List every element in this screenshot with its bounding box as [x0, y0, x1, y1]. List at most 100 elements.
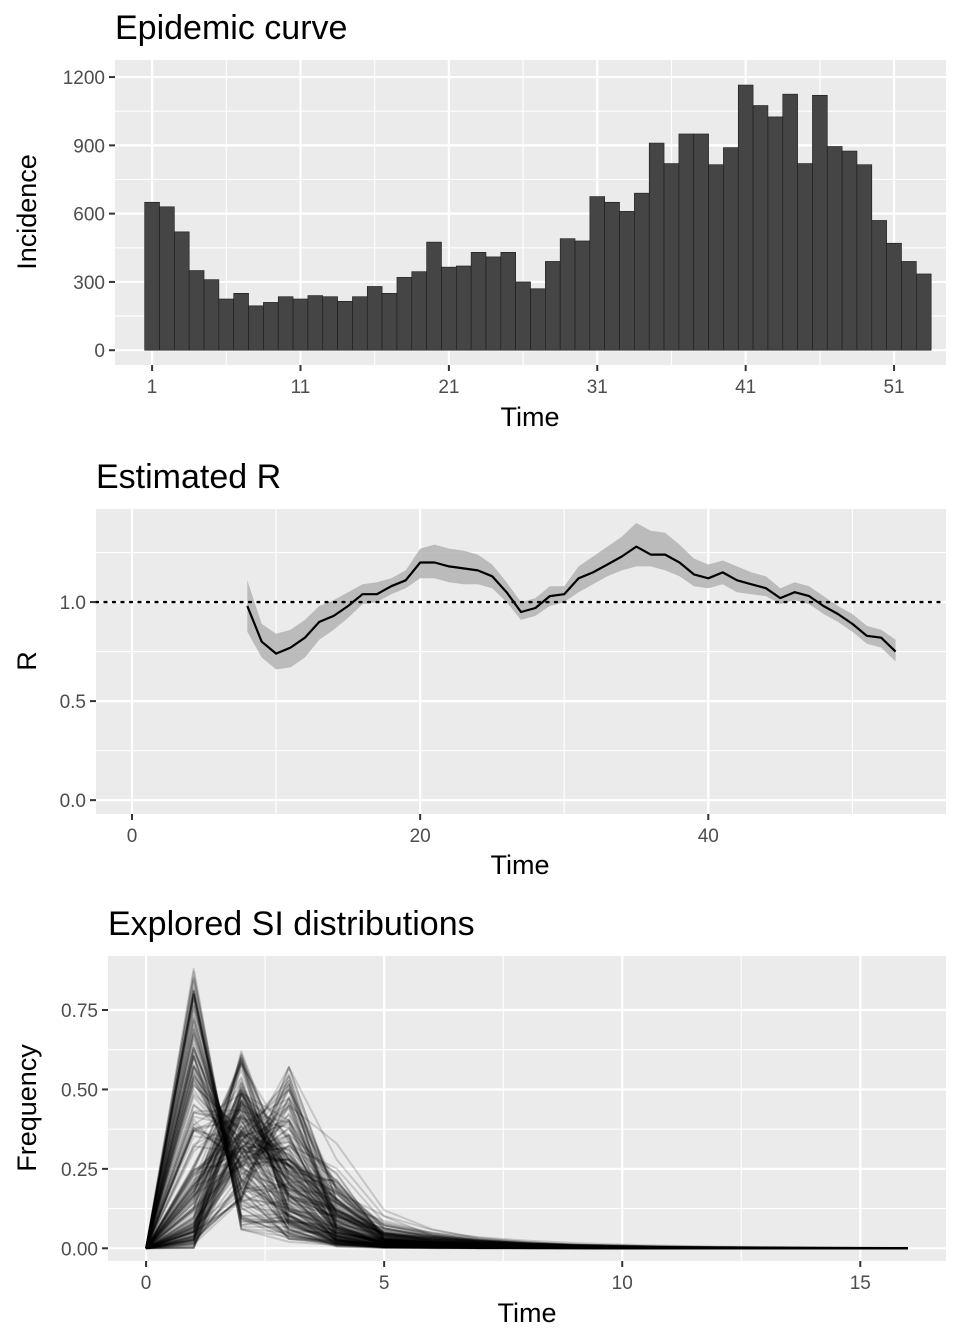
si-distribution-line: [145, 1025, 908, 1250]
y-tick-label: 900: [73, 136, 105, 157]
incidence-bar: [441, 266, 457, 351]
si-distribution-line: [145, 1131, 908, 1250]
si-distribution-line: [146, 1112, 908, 1250]
si-distribution-line: [145, 1125, 908, 1250]
si-distributions-lines: [145, 967, 908, 1250]
si-distribution-line: [145, 1099, 908, 1250]
si-distribution-line: [145, 1092, 908, 1250]
incidence-bar: [470, 252, 487, 351]
y-tick-label: 0.75: [61, 1001, 98, 1022]
si-distribution-line: [145, 1087, 908, 1250]
si-distribution-line: [145, 1110, 908, 1250]
si-distributions-title: Explored SI distributions: [108, 905, 475, 943]
si-distribution-line: [145, 1083, 908, 1250]
si-distribution-line: [145, 1018, 908, 1250]
si-distribution-line: [145, 1076, 908, 1250]
si-distribution-line: [145, 1129, 908, 1250]
y-tick-label: 300: [73, 273, 105, 294]
si-distribution-line: [145, 1097, 908, 1250]
si-distribution-line: [145, 1140, 908, 1250]
epidemic-curve-y-axis-title: Incidence: [12, 154, 42, 270]
si-distribution-line: [145, 1100, 908, 1250]
si-distribution-line: [145, 1123, 908, 1250]
si-distribution-line: [145, 1102, 908, 1250]
incidence-bar: [767, 116, 784, 351]
incidence-bar: [545, 261, 561, 351]
si-distribution-line: [145, 1056, 908, 1250]
x-tick-label: 40: [698, 826, 719, 847]
si-distribution-line: [145, 1118, 908, 1250]
si-distribution-line: [145, 1103, 908, 1250]
incidence-bar: [203, 279, 220, 351]
si-distribution-line: [145, 1065, 908, 1250]
si-distribution-line: [145, 1065, 908, 1250]
si-distribution-line: [145, 1129, 908, 1250]
incidence-bar: [901, 261, 917, 351]
si-distribution-line: [145, 1155, 908, 1250]
si-distribution-line: [145, 1114, 908, 1250]
si-distribution-line: [145, 1115, 908, 1250]
si-distribution-line: [145, 1028, 908, 1250]
si-distribution-line: [145, 1078, 908, 1250]
si-distribution-line: [145, 1117, 908, 1250]
r-mean-line: [246, 545, 897, 655]
x-tick-label: 20: [410, 826, 431, 847]
epidemic-curve-bars: [144, 84, 932, 351]
epidemic-curve-title: Epidemic curve: [115, 9, 347, 47]
estimated-r-chart: Estimated R 0 20 40 0.0 0.5 1.0 Time R: [12, 458, 948, 880]
si-distribution-line: [145, 1109, 908, 1250]
si-distribution-line: [146, 1097, 908, 1250]
si-distribution-line: [145, 1120, 908, 1250]
si-distribution-line: [145, 1075, 908, 1250]
si-distribution-line: [145, 989, 908, 1250]
si-distribution-line: [145, 1100, 908, 1250]
si-distribution-line: [145, 1115, 908, 1250]
si-distribution-line: [145, 1087, 908, 1250]
si-distribution-line: [145, 1093, 908, 1250]
si-distribution-line: [145, 1070, 908, 1250]
x-tick-label: 10: [612, 1273, 633, 1294]
incidence-bar: [559, 238, 576, 351]
si-distribution-line: [145, 1084, 908, 1250]
si-distribution-line: [145, 993, 908, 1250]
si-distribution-line: [145, 1091, 908, 1250]
si-distribution-line: [145, 1104, 908, 1250]
si-distribution-line: [145, 1089, 908, 1250]
si-distribution-line: [145, 1075, 908, 1250]
si-distribution-line: [145, 1069, 908, 1250]
incidence-bar: [856, 164, 873, 351]
si-distribution-line: [145, 1088, 908, 1250]
incidence-bar: [841, 150, 858, 351]
si-distribution-line: [145, 1066, 908, 1250]
si-distribution-line: [145, 1127, 908, 1250]
si-distribution-line: [145, 1027, 908, 1250]
estimated-r-panel: [96, 509, 946, 814]
incidence-bar: [352, 296, 368, 351]
si-distribution-line: [145, 1092, 908, 1250]
si-distribution-line: [145, 1084, 908, 1250]
si-distribution-line: [145, 976, 908, 1250]
y-tick-label: 0.25: [61, 1160, 98, 1181]
incidence-bar: [426, 241, 442, 351]
si-distribution-line: [145, 1079, 908, 1250]
si-distribution-line: [145, 1123, 908, 1250]
si-distribution-line: [145, 1137, 908, 1250]
si-distribution-line: [145, 1086, 908, 1250]
estimated-r-y-axis-title: R: [12, 651, 42, 671]
x-tick-label: 0: [141, 1273, 152, 1294]
y-tick-label: 0.0: [60, 791, 86, 812]
si-distribution-line: [145, 1113, 908, 1250]
estimated-r-title: Estimated R: [96, 458, 281, 496]
si-distribution-line: [145, 993, 908, 1250]
si-distribution-line: [145, 1127, 908, 1250]
si-distribution-line: [145, 1090, 908, 1250]
incidence-bar: [233, 293, 249, 351]
si-distribution-line: [145, 1089, 908, 1250]
si-distributions-x-axis-title: Time: [498, 1298, 557, 1328]
si-distribution-line: [145, 1158, 908, 1250]
si-distribution-line: [145, 1111, 908, 1250]
si-distribution-line: [145, 987, 908, 1250]
si-distribution-line: [145, 1078, 908, 1250]
si-distribution-line: [145, 1126, 908, 1250]
